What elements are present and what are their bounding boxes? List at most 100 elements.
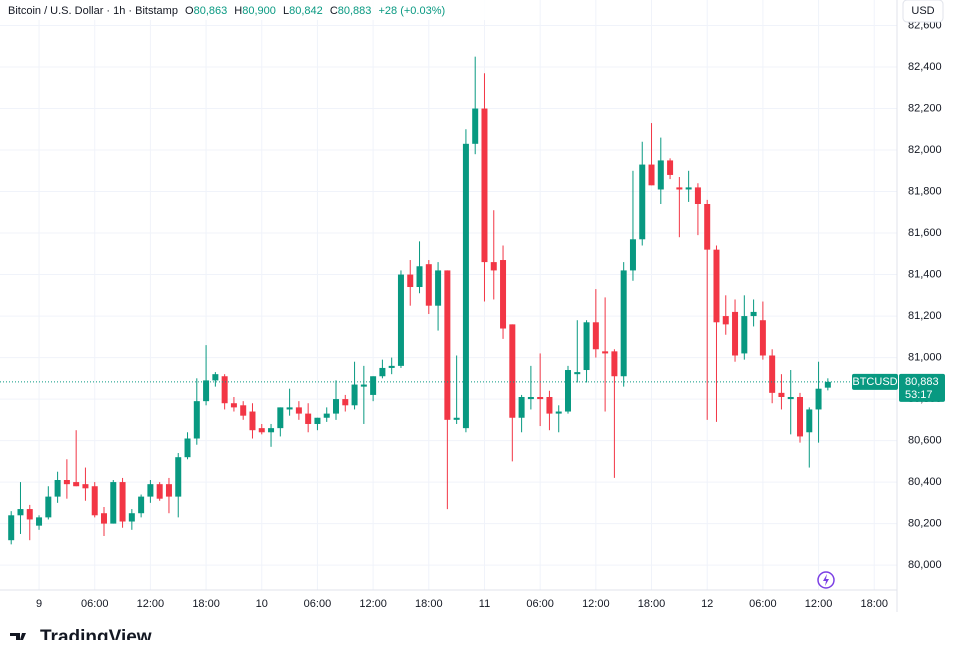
candle-body	[648, 164, 655, 186]
candle-body	[602, 351, 609, 354]
candle-body	[193, 401, 200, 439]
x-tick-label: 06:00	[526, 598, 554, 610]
icon-bolt[interactable]	[823, 574, 829, 586]
x-tick-label: 12:00	[805, 598, 833, 610]
y-tick-label: 80,200	[908, 517, 942, 529]
candle-body	[565, 370, 571, 412]
y-tick-label: 82,200	[908, 102, 942, 114]
candle-body	[500, 260, 507, 329]
candle-body	[481, 108, 488, 263]
candle-body	[73, 482, 80, 487]
open-value: 80,863	[194, 5, 228, 17]
candle-body	[388, 365, 395, 368]
candle-body	[379, 367, 386, 377]
candle-body	[509, 324, 516, 418]
countdown: 53:17	[905, 389, 933, 401]
x-tick-label: 10	[256, 598, 268, 610]
symbol-title: Bitcoin / U.S. Dollar · 1h · Bitstamp	[8, 5, 178, 17]
y-tick-label: 81,600	[908, 227, 942, 239]
candle-body	[741, 316, 748, 354]
currency[interactable]: USD	[911, 5, 934, 17]
candle-body	[370, 376, 377, 395]
candle-body	[667, 160, 674, 175]
candle-body	[583, 322, 590, 371]
candle-body	[592, 322, 599, 350]
candle-body	[286, 407, 293, 410]
candle-body	[258, 428, 265, 433]
candle-body	[611, 351, 618, 377]
candle-body	[184, 438, 191, 458]
change: +28 (+0.03%)	[378, 5, 445, 17]
candle-body	[425, 264, 432, 306]
header-bg	[0, 0, 520, 20]
x-tick-label: 18:00	[192, 598, 220, 610]
x-tick-label: 06:00	[749, 598, 777, 610]
candle-body	[212, 374, 219, 381]
axis-layer: 80,00080,20080,40080,60080,80081,00081,2…	[36, 19, 945, 610]
candle-body	[824, 381, 831, 388]
y-tick-label: 81,200	[908, 310, 942, 322]
candle-body	[806, 409, 813, 433]
candle-body	[333, 399, 339, 414]
y-tick-label: 81,800	[908, 185, 942, 197]
candle-body	[490, 262, 497, 271]
candle-body	[101, 513, 107, 524]
candle-body	[537, 396, 544, 400]
x-tick-label: 12	[701, 598, 713, 610]
high-value: 80,900	[242, 5, 276, 17]
candle-body	[472, 108, 479, 144]
candle-body	[277, 407, 284, 429]
candle-body	[713, 249, 720, 323]
low-value: 80,842	[289, 5, 323, 17]
candle-body	[54, 480, 61, 497]
header: Bitcoin / U.S. Dollar · 1h · Bitstamp O8…	[8, 5, 445, 17]
candle-body	[45, 496, 52, 518]
x-tick-label: 11	[479, 598, 490, 610]
candle-body	[230, 403, 237, 408]
candle-body	[249, 411, 256, 431]
candle-body	[444, 270, 451, 420]
candle-body	[119, 482, 126, 522]
candle-body	[156, 484, 163, 499]
candle-body	[8, 515, 15, 541]
candle-body	[453, 417, 460, 420]
y-tick-label: 81,000	[908, 351, 942, 363]
candle-body	[685, 187, 692, 190]
icon-ring[interactable]	[817, 571, 835, 589]
close-label: C	[330, 5, 338, 17]
brand: TradingView	[10, 627, 152, 645]
x-tick-label: 06:00	[304, 598, 332, 610]
candle-body	[815, 388, 822, 410]
candle-body	[26, 509, 33, 520]
currency-button[interactable]	[902, 0, 944, 23]
candle-body	[555, 411, 562, 414]
price-tag	[899, 373, 945, 402]
symbol-tag	[852, 373, 898, 390]
x-tick-label: 9	[36, 598, 42, 610]
low-label: L	[283, 5, 289, 17]
y-tick-label: 81,400	[908, 268, 942, 280]
y-tick-label: 82,400	[908, 61, 942, 73]
close-value: 80,883	[338, 5, 372, 17]
candle-body	[629, 239, 636, 271]
candle-body	[268, 428, 275, 433]
x-tick-label: 12:00	[359, 598, 387, 610]
x-tick-label: 18:00	[638, 598, 666, 610]
candle-body	[694, 187, 701, 204]
x-tick-label: 12:00	[137, 598, 165, 610]
candle-body	[203, 380, 210, 402]
candle-body	[314, 417, 321, 424]
candle-body	[323, 413, 330, 418]
candle-body	[221, 376, 228, 404]
candle-body	[360, 384, 367, 387]
candle-body	[128, 513, 135, 522]
price-tag-text: 80,883	[905, 376, 939, 388]
candle-body	[778, 392, 785, 397]
candle-body	[407, 274, 414, 288]
y-tick-label: 80,600	[908, 434, 942, 446]
candle-body	[769, 355, 776, 393]
replay-icon[interactable]	[817, 571, 835, 589]
x-tick-label: 06:00	[81, 598, 109, 610]
